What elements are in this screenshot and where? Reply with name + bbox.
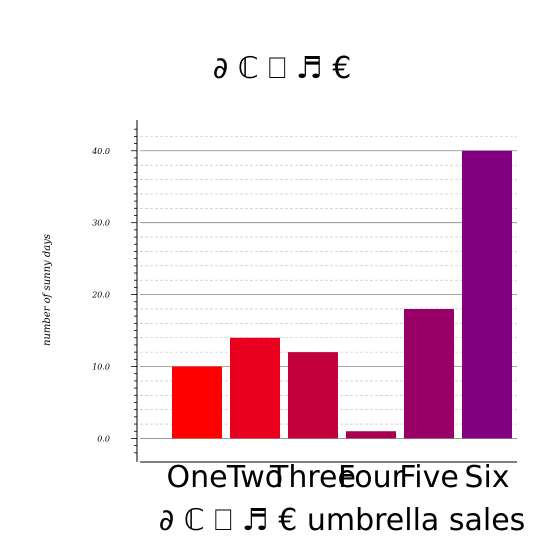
bar-two [230, 337, 280, 439]
bar-three [288, 352, 338, 439]
y-axis-label: number of sunny days [42, 234, 53, 346]
x-axis-label: ∂ ℂ ⎕ ♬ € umbrella sales [159, 503, 526, 538]
axes [136, 120, 517, 463]
y-minor-ticks [131, 128, 137, 454]
x-tick-label: Three [269, 460, 356, 495]
x-tick-label: Six [464, 460, 509, 495]
y-tick-label: 30.0 [92, 219, 110, 228]
x-tick-label: Four [338, 460, 405, 495]
y-tick-label: 10.0 [92, 363, 110, 372]
bar-one [172, 366, 222, 439]
x-tick-label: Five [399, 460, 459, 495]
y-tick-label: 40.0 [91, 147, 110, 156]
x-tick-label: One [166, 460, 227, 495]
bar-six [462, 150, 512, 439]
bar-five [404, 308, 454, 439]
bar-four [346, 431, 396, 439]
y-tick-label: 20.0 [91, 291, 110, 300]
bars [172, 150, 512, 439]
x-tick-label: Two [226, 460, 283, 495]
chart-title: ∂ ℂ ⎕ ♬ € [213, 51, 352, 86]
y-tick-label: 0.0 [97, 434, 110, 443]
y-tick-labels: 0.0 10.0 20.0 30.0 40.0 [91, 147, 110, 444]
